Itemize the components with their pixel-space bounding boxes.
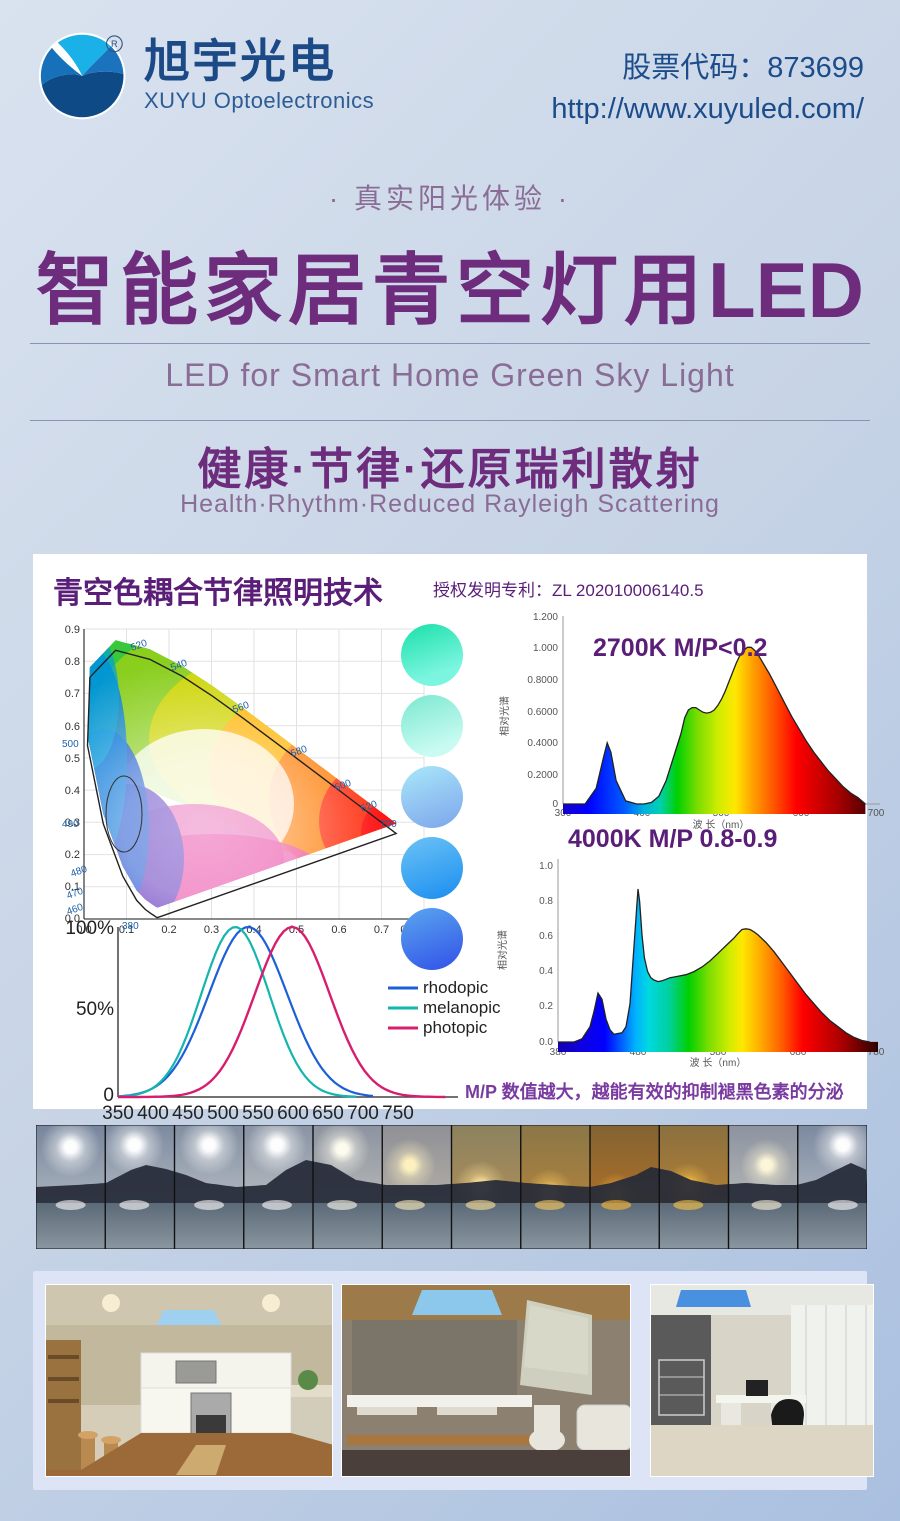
svg-text:0.5: 0.5 [65, 753, 80, 765]
svg-text:0.9: 0.9 [65, 624, 80, 636]
svg-text:460: 460 [65, 902, 85, 918]
svg-text:350: 350 [102, 1103, 134, 1124]
svg-text:0.4000: 0.4000 [527, 738, 558, 749]
svg-text:相对光谱: 相对光谱 [496, 930, 509, 970]
svg-text:500: 500 [207, 1103, 239, 1124]
svg-text:750: 750 [382, 1103, 414, 1124]
svg-text:0.2: 0.2 [539, 1001, 553, 1012]
svg-text:0.2: 0.2 [65, 849, 80, 861]
svg-text:400: 400 [137, 1103, 169, 1124]
svg-text:600: 600 [277, 1103, 309, 1124]
svg-text:0.6: 0.6 [539, 931, 553, 942]
svg-text:490: 490 [62, 819, 79, 830]
svg-text:0.6000: 0.6000 [527, 707, 558, 718]
svg-text:450: 450 [172, 1103, 204, 1124]
svg-text:700: 700 [380, 819, 397, 830]
svg-text:2700K M/P<0.2: 2700K M/P<0.2 [593, 634, 767, 662]
svg-text:100%: 100% [65, 918, 114, 939]
svg-text:700: 700 [347, 1103, 379, 1124]
svg-text:rhodopic: rhodopic [423, 978, 489, 997]
svg-text:0.4: 0.4 [539, 966, 553, 977]
svg-text:1.0: 1.0 [539, 861, 553, 872]
svg-text:700: 700 [868, 808, 885, 819]
svg-text:0.8: 0.8 [65, 656, 80, 668]
svg-text:0.8: 0.8 [539, 896, 553, 907]
svg-text:0.7: 0.7 [65, 688, 80, 700]
svg-text:0.2000: 0.2000 [527, 770, 558, 781]
svg-text:500: 500 [62, 739, 79, 750]
svg-text:R: R [111, 39, 118, 49]
svg-text:650: 650 [312, 1103, 344, 1124]
svg-text:1.200: 1.200 [533, 612, 558, 623]
svg-text:4000K M/P 0.8-0.9: 4000K M/P 0.8-0.9 [568, 825, 777, 853]
svg-text:480: 480 [69, 864, 89, 880]
svg-text:550: 550 [242, 1103, 274, 1124]
svg-text:0.8000: 0.8000 [527, 675, 558, 686]
svg-text:0.6: 0.6 [65, 721, 80, 733]
svg-text:相对光谱: 相对光谱 [498, 696, 511, 736]
svg-text:1.000: 1.000 [533, 643, 558, 654]
svg-text:波 长（nm）: 波 长（nm） [690, 1056, 747, 1069]
svg-text:50%: 50% [76, 999, 114, 1020]
svg-text:0.4: 0.4 [65, 785, 80, 797]
svg-text:photopic: photopic [423, 1018, 488, 1037]
